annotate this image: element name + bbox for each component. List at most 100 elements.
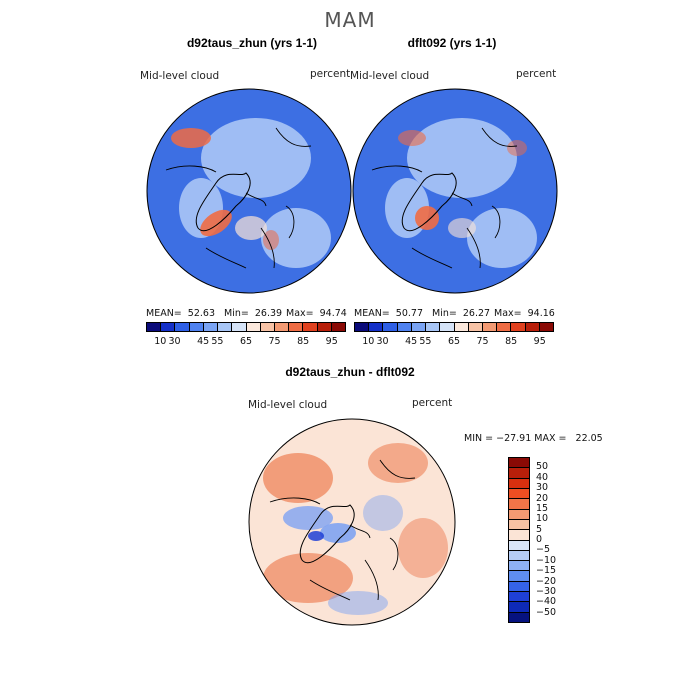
diff-map [248,418,456,626]
colorbar-tick-label: 75 [268,336,281,347]
colorbar-tick-label: 40 [536,471,549,483]
colorbar-swatch [369,323,384,331]
colorbar-tick-label: 20 [536,492,549,504]
colorbar-tick-label: 0 [536,534,543,545]
colorbar-swatch [289,323,304,331]
panel1-mean: MEAN= 52.63 [146,308,216,319]
colorbar-tick-label: 10 [536,513,549,525]
colorbar-swatch [539,323,554,331]
panel2-variable: Mid-level cloud [350,70,430,82]
colorbar-swatch [274,323,290,331]
colorbar-tick-label: 30 [536,482,549,494]
colorbar-tick-label: −10 [536,554,557,566]
diff-units: percent [412,397,453,409]
colorbar-swatch [511,323,526,331]
colorbar-swatch [331,323,346,331]
colorbar-tick-label: 85 [505,336,518,347]
colorbar-tick-label: 85 [297,336,310,347]
colorbar-tick-label: 55 [419,336,432,347]
colorbar-tick-label: 10 [154,336,167,347]
colorbar-swatch [303,323,318,331]
panel1-min: Min= 26.39 [224,308,283,319]
colorbar-tick-label: 95 [325,336,338,347]
colorbar-swatch [497,323,512,331]
colorbar-swatch [509,478,529,489]
colorbar-swatch [525,323,540,331]
colorbar-tick-label: 45 [405,336,418,347]
colorbar-tick-label: −40 [536,596,557,608]
colorbar-tick-label: −50 [536,606,557,618]
panel1-title: d92taus_zhun (yrs 1-1) [186,36,318,50]
colorbar-swatch [411,323,427,331]
panel2-min: Min= 26.27 [432,308,491,319]
colorbar-tick-label: 65 [447,336,461,347]
colorbar-swatch [189,323,204,331]
colorbar-swatch [203,323,219,331]
panel1-map [146,88,352,294]
panel2-colorbar [354,322,554,332]
colorbar-tick-label: 55 [211,336,224,347]
colorbar-swatch [509,488,529,500]
colorbar-tick-label: 15 [536,502,549,514]
colorbar-swatch [383,323,398,331]
panel1-variable: Mid-level cloud [140,70,220,82]
colorbar-swatch [440,323,455,331]
colorbar-tick-label: 50 [536,461,549,473]
colorbar-swatch [175,323,190,331]
figure-title: MAM [324,8,376,32]
diff-minmax: MIN = −27.91 MAX = 22.05 [464,433,603,444]
panel1-units: percent [310,68,351,80]
colorbar-tick-label: −30 [536,585,557,597]
colorbar-swatch [147,323,162,331]
panel2-title: dflt092 (yrs 1-1) [407,36,497,50]
colorbar-swatch [426,323,441,331]
colorbar-swatch [509,468,529,479]
colorbar-swatch [509,458,529,469]
panel2-units: percent [516,68,557,80]
colorbar-swatch [355,323,370,331]
colorbar-swatch [317,323,332,331]
panel1-colorbar-ticks: 10 30 45 55 65 75 85 95 [146,336,346,348]
colorbar-swatch [246,323,261,331]
colorbar-swatch [397,323,412,331]
colorbar-swatch [509,592,529,603]
diff-variable: Mid-level cloud [248,399,328,411]
colorbar-swatch [509,509,529,520]
colorbar-tick-label: 45 [197,336,210,347]
colorbar-swatch [232,323,247,331]
colorbar-tick-label: 30 [376,336,389,347]
panel2-map [352,88,558,294]
colorbar-tick-label: 75 [476,336,489,347]
colorbar-tick-label: 5 [536,523,543,535]
colorbar-swatch [509,499,529,510]
colorbar-swatch [509,571,529,582]
colorbar-swatch [161,323,176,331]
colorbar-swatch [509,530,529,541]
colorbar-tick-label: −15 [536,565,557,577]
colorbar-tick-label: 95 [533,336,546,347]
colorbar-tick-label: 65 [239,336,253,347]
colorbar-tick-label: 10 [362,336,375,347]
panel2-colorbar-ticks: 10 30 45 55 65 75 85 95 [354,336,554,348]
panel1-max: Max= 94.74 [286,308,347,319]
colorbar-swatch [509,540,529,551]
colorbar-swatch [218,323,233,331]
colorbar-swatch [260,323,275,331]
diff-colorbar [508,457,530,623]
panel2-mean: MEAN= 50.77 [354,308,424,319]
colorbar-swatch [468,323,483,331]
panel1-colorbar [146,322,346,332]
colorbar-swatch [509,550,529,562]
colorbar-swatch [509,581,529,593]
colorbar-swatch [509,612,529,622]
diff-colorbar-ticks: 50 40 30 20 15 10 5 0 −5 −10 −15 −20 −30 −40 −50 [536,457,576,623]
colorbar-swatch [509,602,529,613]
colorbar-tick-label: −5 [536,544,551,556]
colorbar-swatch [509,519,529,531]
colorbar-tick-label: 30 [168,336,181,347]
diff-title: d92taus_zhun - dflt092 [285,365,415,379]
panel2-max: Max= 94.16 [494,308,555,319]
colorbar-swatch [509,561,529,572]
colorbar-swatch [454,323,469,331]
colorbar-swatch [482,323,498,331]
